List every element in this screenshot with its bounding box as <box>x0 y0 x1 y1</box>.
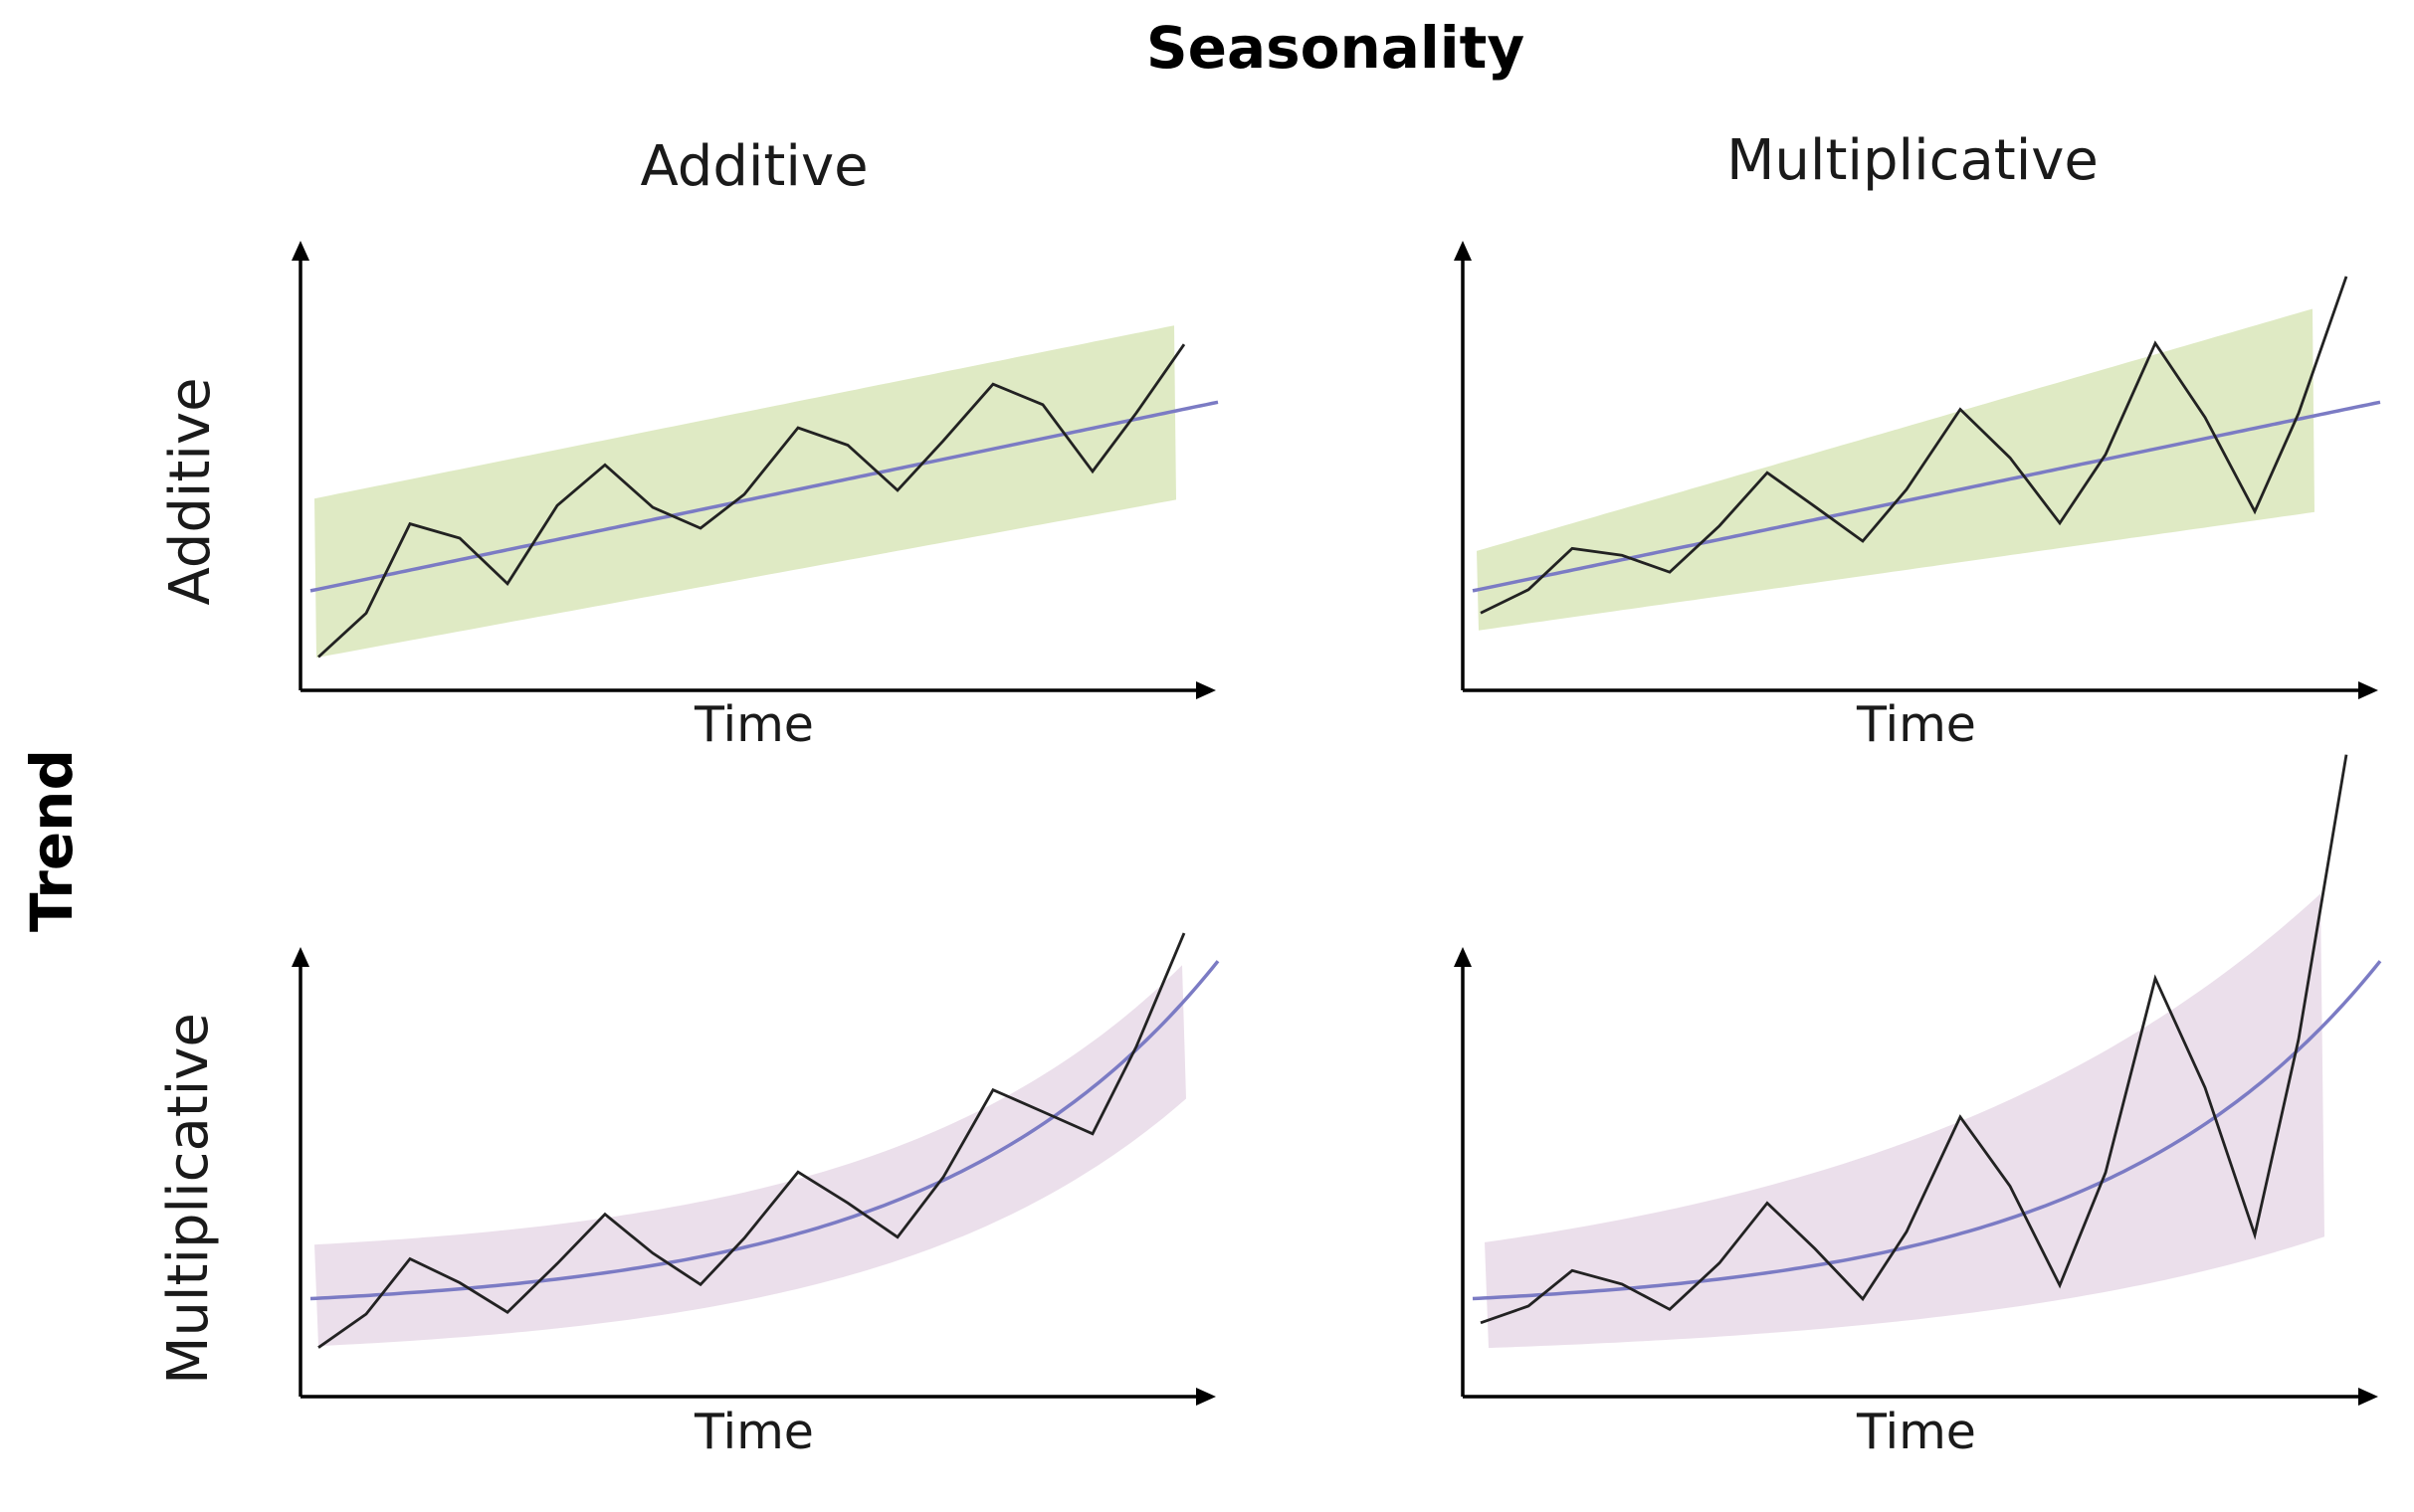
x-axis-arrow-icon <box>1196 681 1216 699</box>
seasonal-series <box>317 932 1186 1349</box>
trend-line <box>1472 400 2381 593</box>
seasonal-series <box>317 343 1186 659</box>
x-axis-label: Time <box>1856 1404 1976 1460</box>
x-axis-label: Time <box>694 696 814 753</box>
panel-additive-trend-additive-seasonality: Time <box>292 241 1219 753</box>
row-label-additive: Additive <box>158 377 223 605</box>
trend-line <box>309 960 1220 1301</box>
y-axis-arrow-icon <box>1454 241 1472 261</box>
x-axis-label: Time <box>694 1404 814 1460</box>
trend-line <box>1472 960 2382 1301</box>
seasonal-series <box>1480 754 2348 1325</box>
variation-band <box>1485 893 2324 1349</box>
x-axis-arrow-icon <box>2358 1388 2378 1406</box>
x-axis-arrow-icon <box>1196 1388 1216 1406</box>
column-label-multiplicative: Multiplicative <box>1726 128 2099 193</box>
variation-band <box>1477 308 2314 631</box>
x-axis-arrow-icon <box>2358 681 2378 699</box>
x-axis-label: Time <box>1856 696 1976 753</box>
panel-multiplicative-trend-multiplicative-seasonality: Time <box>1454 754 2382 1460</box>
seasonal-series <box>1480 276 2348 615</box>
y-axis-arrow-icon <box>292 241 309 261</box>
axes <box>1454 947 2378 1406</box>
column-label-additive: Additive <box>640 134 868 199</box>
y-axis-arrow-icon <box>292 947 309 967</box>
axes <box>1454 241 2378 699</box>
y-axis-arrow-icon <box>1454 947 1472 967</box>
panel-additive-trend-multiplicative-seasonality: Time <box>1454 241 2381 753</box>
variation-band <box>314 965 1186 1347</box>
row-label-multiplicative: Multiplicative <box>156 1013 221 1385</box>
panel-multiplicative-trend-additive-seasonality: Time <box>292 932 1220 1460</box>
main-title: Seasonality <box>1146 14 1524 82</box>
axes <box>292 241 1216 699</box>
row-axis-title: Trend <box>18 749 86 932</box>
trend-line <box>309 400 1219 593</box>
axes <box>292 947 1216 1406</box>
